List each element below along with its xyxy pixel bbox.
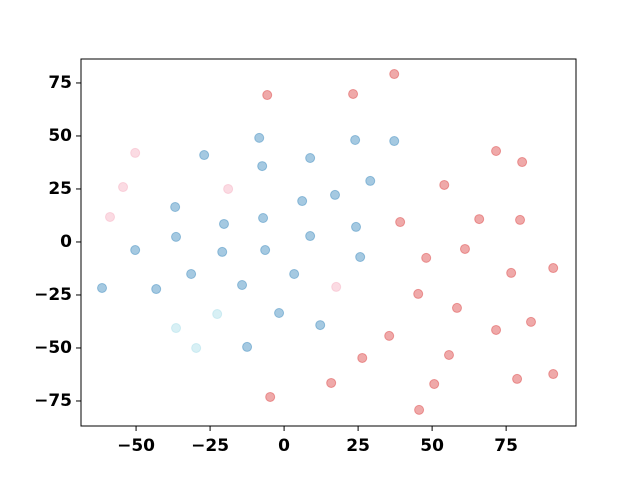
point <box>491 146 502 157</box>
point <box>242 341 253 352</box>
point <box>265 391 276 402</box>
point <box>97 282 108 293</box>
point <box>421 252 432 263</box>
point <box>130 245 141 256</box>
point <box>130 147 141 158</box>
point <box>348 88 359 99</box>
point <box>548 369 559 380</box>
point <box>395 217 406 228</box>
point <box>443 349 454 360</box>
y-tick-label: 0 <box>60 232 72 252</box>
point <box>171 323 182 334</box>
point <box>212 309 223 320</box>
point <box>218 218 229 229</box>
point <box>105 211 116 222</box>
point <box>289 268 300 279</box>
point <box>217 246 228 257</box>
x-tick-label: 50 <box>420 436 444 456</box>
plot-area <box>81 59 576 426</box>
y-tick-label: −50 <box>34 338 72 358</box>
point <box>186 268 197 279</box>
point <box>151 284 162 295</box>
point <box>305 231 316 242</box>
point <box>389 136 400 147</box>
point <box>199 150 210 161</box>
x-tick-label: −50 <box>117 436 155 456</box>
point <box>515 214 526 225</box>
point <box>384 330 395 341</box>
point <box>429 379 440 390</box>
point <box>451 302 462 313</box>
point <box>548 263 559 274</box>
point <box>459 243 470 254</box>
point <box>331 281 342 292</box>
point <box>506 267 517 278</box>
point <box>414 404 425 415</box>
point <box>389 69 400 80</box>
x-tick-label: 25 <box>346 436 370 456</box>
point <box>258 213 269 224</box>
y-tick-label: 25 <box>48 179 72 199</box>
point <box>413 288 424 299</box>
point <box>491 324 502 335</box>
point <box>439 179 450 190</box>
y-tick-label: −75 <box>34 391 72 411</box>
y-tick-label: 75 <box>48 73 72 93</box>
point <box>191 342 202 353</box>
point <box>351 221 362 232</box>
point <box>474 214 485 225</box>
point <box>517 157 528 168</box>
x-tick-label: 0 <box>278 436 290 456</box>
point <box>274 307 285 318</box>
point <box>118 182 129 193</box>
point <box>326 377 337 388</box>
point <box>254 132 265 143</box>
point <box>171 231 182 242</box>
point <box>357 352 368 363</box>
point <box>305 153 316 164</box>
point <box>297 196 308 207</box>
point <box>315 320 326 331</box>
point <box>330 189 341 200</box>
point <box>237 280 248 291</box>
point <box>355 252 366 263</box>
point <box>260 245 271 256</box>
x-tick-label: −25 <box>191 436 229 456</box>
x-tick-label: 75 <box>494 436 518 456</box>
point <box>257 161 268 172</box>
point <box>262 90 273 101</box>
point <box>526 316 536 327</box>
point <box>170 201 181 212</box>
point <box>512 373 523 384</box>
point <box>350 134 361 145</box>
plot-frame <box>80 58 577 427</box>
point <box>365 175 376 186</box>
y-tick-label: 50 <box>48 126 72 146</box>
y-tick-label: −25 <box>34 285 72 305</box>
point <box>223 183 234 194</box>
